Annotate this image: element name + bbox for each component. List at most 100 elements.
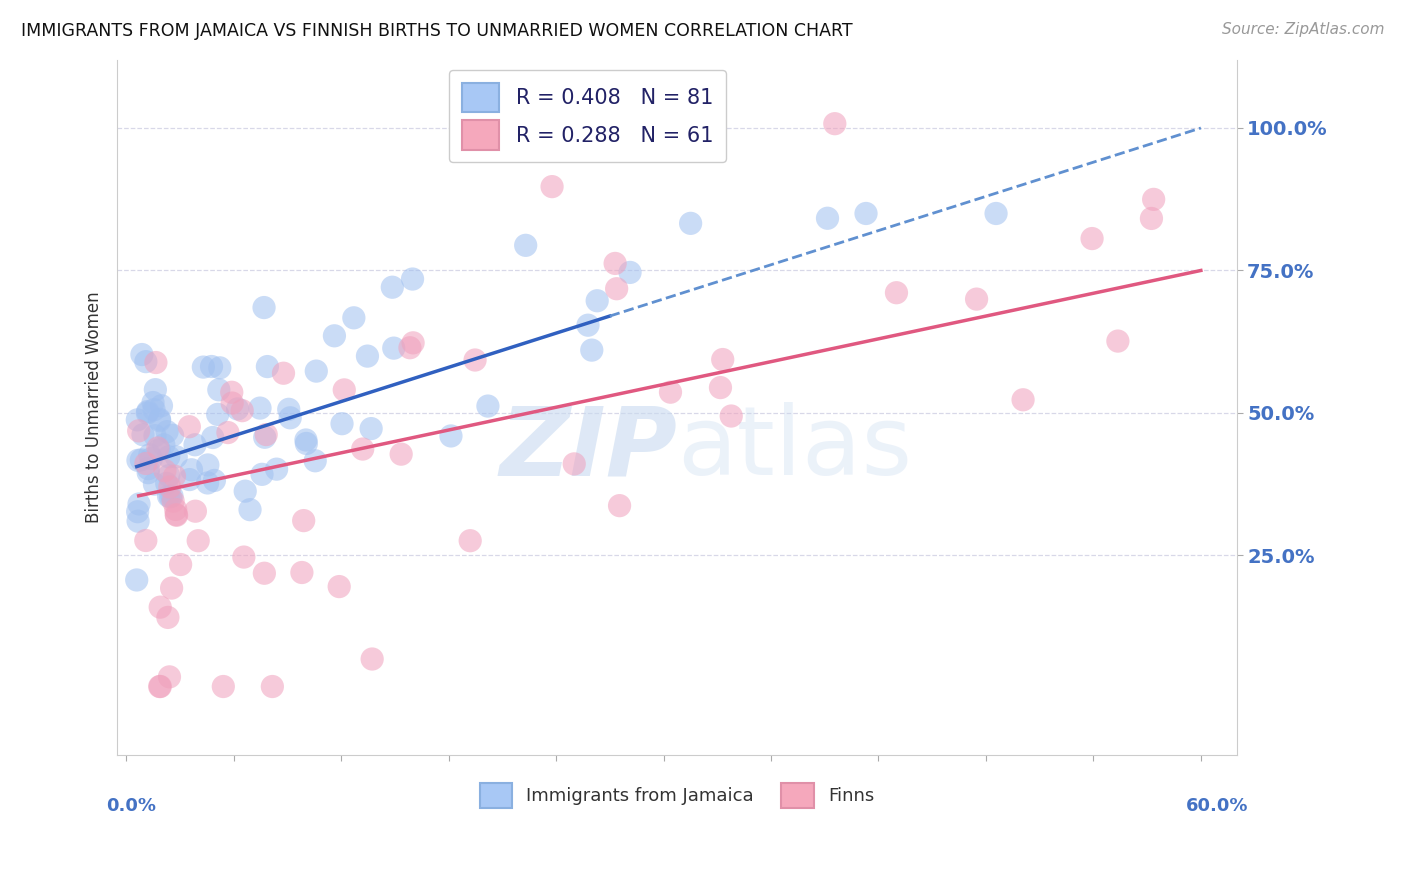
Point — [143, 383, 166, 397]
Point — [156, 476, 179, 491]
Point — [200, 359, 222, 374]
Point — [197, 458, 219, 472]
Point — [305, 364, 328, 378]
Point — [156, 610, 179, 624]
Point — [131, 347, 153, 361]
Point — [179, 419, 201, 434]
Point — [187, 533, 209, 548]
Point — [984, 206, 1007, 220]
Point — [160, 581, 183, 595]
Point — [360, 421, 382, 435]
Text: IMMIGRANTS FROM JAMAICA VS FINNISH BIRTHS TO UNMARRIED WOMEN CORRELATION CHART: IMMIGRANTS FROM JAMAICA VS FINNISH BIRTH… — [21, 22, 852, 40]
Point — [221, 396, 243, 410]
Point — [606, 282, 628, 296]
Point — [150, 399, 173, 413]
Point — [136, 406, 159, 420]
Point — [131, 453, 153, 467]
Point — [197, 475, 219, 490]
Point — [389, 447, 412, 461]
Point — [141, 451, 163, 466]
Point — [157, 489, 180, 503]
Point — [304, 454, 326, 468]
Point — [291, 566, 314, 580]
Point — [401, 272, 423, 286]
Point — [163, 469, 186, 483]
Point — [142, 395, 165, 409]
Point — [711, 352, 734, 367]
Point — [382, 341, 405, 355]
Point — [361, 652, 384, 666]
Point — [231, 403, 253, 417]
Point — [381, 280, 404, 294]
Legend: Immigrants from Jamaica, Finns: Immigrants from Jamaica, Finns — [472, 775, 882, 815]
Point — [277, 402, 299, 417]
Point — [165, 450, 187, 464]
Point — [145, 355, 167, 369]
Point — [477, 399, 499, 413]
Point — [1140, 211, 1163, 226]
Point — [143, 477, 166, 491]
Point — [679, 216, 702, 230]
Point — [135, 457, 157, 471]
Text: Source: ZipAtlas.com: Source: ZipAtlas.com — [1222, 22, 1385, 37]
Point — [323, 328, 346, 343]
Point — [1107, 334, 1129, 348]
Point — [221, 385, 243, 400]
Point — [399, 341, 422, 355]
Point — [159, 490, 181, 504]
Point — [402, 335, 425, 350]
Point — [148, 412, 170, 426]
Point — [180, 463, 202, 477]
Point — [295, 436, 318, 450]
Point — [136, 466, 159, 480]
Point — [515, 238, 537, 252]
Point — [605, 256, 627, 270]
Point — [135, 533, 157, 548]
Point — [217, 425, 239, 440]
Point — [138, 461, 160, 475]
Point — [232, 550, 254, 565]
Point — [333, 383, 356, 397]
Point — [148, 442, 170, 457]
Point — [156, 425, 179, 439]
Point — [824, 117, 846, 131]
Point — [541, 179, 564, 194]
Point — [817, 211, 839, 226]
Point — [709, 381, 731, 395]
Point — [256, 359, 278, 374]
Point — [292, 514, 315, 528]
Point — [619, 265, 641, 279]
Point — [266, 462, 288, 476]
Point — [162, 494, 184, 508]
Point — [143, 402, 166, 417]
Point — [138, 448, 160, 462]
Point — [226, 401, 249, 416]
Point — [1239, 167, 1261, 181]
Point — [356, 349, 378, 363]
Y-axis label: Births to Unmarried Women: Births to Unmarried Women — [86, 292, 103, 523]
Point — [581, 343, 603, 358]
Point — [440, 429, 463, 443]
Point — [1012, 392, 1035, 407]
Point — [207, 408, 229, 422]
Point — [159, 480, 181, 494]
Point — [146, 441, 169, 455]
Point — [127, 514, 149, 528]
Point — [184, 504, 207, 518]
Point — [184, 438, 207, 452]
Point — [278, 410, 301, 425]
Point — [149, 680, 172, 694]
Point — [295, 433, 318, 447]
Point — [659, 385, 682, 400]
Point — [149, 600, 172, 615]
Point — [132, 427, 155, 442]
Point — [157, 468, 180, 483]
Point — [193, 360, 215, 375]
Point — [149, 414, 172, 428]
Point — [201, 430, 224, 444]
Point — [1081, 231, 1104, 245]
Point — [149, 680, 172, 694]
Point — [609, 499, 631, 513]
Point — [464, 353, 486, 368]
Point — [179, 473, 201, 487]
